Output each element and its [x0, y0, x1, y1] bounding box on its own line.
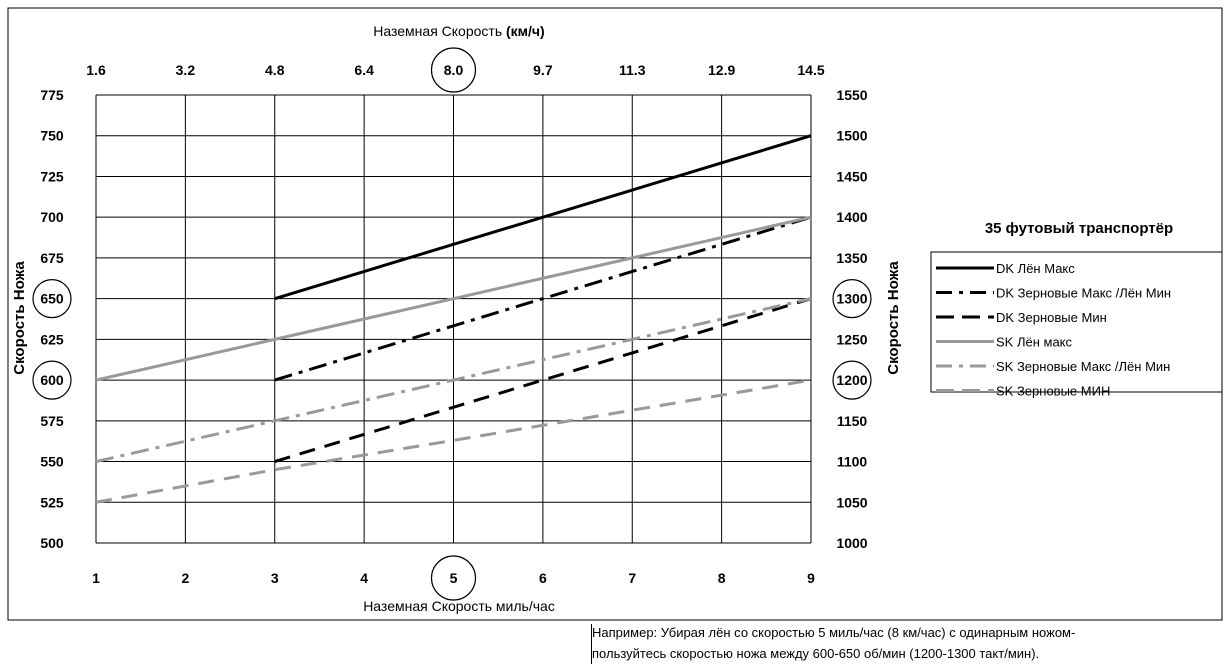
y2-tick-label: 1400 [836, 209, 867, 225]
legend-label: SK Зерновые МИН [996, 384, 1110, 399]
x-top-axis-title: Наземная Скорость (км/ч) [373, 23, 544, 39]
y-tick-label: 500 [40, 535, 64, 551]
series-line [274, 134, 812, 301]
tick-labels: 5005255505756006256506757007257507751000… [40, 62, 867, 586]
x-tick-label: 7 [628, 570, 636, 586]
series-line [274, 215, 812, 382]
y2-tick-label: 1250 [836, 331, 867, 347]
x-tick-label: 6 [539, 570, 547, 586]
y-axis-title-left: Скорость Ножа [11, 261, 28, 375]
series-line [95, 378, 812, 504]
series-group [95, 134, 812, 504]
series-line [95, 215, 812, 382]
example-note-line-1: Например: Убирая лён со скоростью 5 миль… [592, 625, 1076, 640]
y-tick-label: 600 [40, 372, 64, 388]
x-tick-label: 1 [92, 570, 100, 586]
y-tick-label: 700 [40, 209, 64, 225]
legend-title: 35 футовый транспортёр [985, 220, 1173, 237]
series-line [274, 297, 812, 463]
y2-tick-label: 1200 [836, 372, 867, 388]
legend-label: SK Лён макс [996, 335, 1073, 350]
x-top-tick-label: 11.3 [619, 62, 646, 78]
y2-tick-label: 1300 [836, 291, 867, 307]
y-tick-label: 725 [40, 168, 64, 184]
y-tick-label: 750 [40, 128, 64, 144]
x-tick-label: 3 [271, 570, 279, 586]
y-tick-label: 675 [40, 250, 64, 266]
x-tick-label: 4 [360, 570, 368, 586]
y2-tick-label: 1100 [837, 454, 868, 470]
y-axis-title-right: Скорость Ножа [885, 261, 902, 375]
x-tick-label: 8 [718, 570, 726, 586]
y2-tick-label: 1350 [836, 250, 867, 266]
highlight-circle-left [32, 279, 72, 319]
highlight-circle-left [32, 360, 72, 400]
y-tick-label: 650 [40, 291, 64, 307]
y2-tick-label: 1000 [836, 535, 867, 551]
highlight-circles [32, 47, 872, 601]
x-top-tick-label: 6.4 [354, 62, 374, 78]
x-top-tick-label: 9.7 [533, 62, 553, 78]
note-left-rule [591, 624, 592, 664]
y2-tick-label: 1500 [836, 128, 867, 144]
legend-label: SK Зерновые Макс /Лён Мин [996, 359, 1170, 374]
example-note: Например: Убирая лён со скоростью 5 миль… [592, 622, 1217, 664]
y2-tick-label: 1550 [836, 87, 867, 103]
y-tick-label: 525 [40, 494, 64, 510]
legend-label: DK Зерновые Мин [996, 310, 1107, 325]
legend-label: DK Зерновые Макс /Лён Мин [996, 286, 1171, 301]
highlight-circle-right [832, 360, 872, 400]
x-top-tick-label: 1.6 [86, 62, 106, 78]
y-tick-label: 775 [40, 87, 64, 103]
highlight-circle-bottom [430, 555, 477, 601]
y2-tick-label: 1450 [836, 168, 867, 184]
x-top-tick-label: 4.8 [265, 62, 285, 78]
example-note-line-2: пользуйтесь скоростью ножа между 600-650… [592, 646, 1040, 661]
legend-label: DK Лён Макс [996, 261, 1075, 276]
y-tick-label: 575 [40, 413, 64, 429]
y-tick-label: 550 [40, 454, 64, 470]
legend: DK Лён Макс DK Зерновые Макс /Лён Мин DK З… [936, 261, 1171, 399]
grid [95, 94, 812, 544]
x-top-tick-label: 8.0 [444, 62, 464, 78]
series-line [95, 297, 812, 464]
highlight-circle-right [832, 279, 872, 319]
x-top-tick-label: 3.2 [176, 62, 196, 78]
y2-tick-label: 1150 [837, 413, 868, 429]
x-top-tick-label: 14.5 [797, 62, 824, 78]
x-tick-label: 9 [807, 570, 815, 586]
x-axis-title: Наземная Скорость миль/час [363, 598, 555, 614]
x-top-tick-label: 12.9 [708, 62, 735, 78]
y2-tick-label: 1050 [836, 494, 867, 510]
legend-box [930, 251, 1223, 393]
y-tick-label: 625 [40, 331, 64, 347]
highlight-circle-top [430, 47, 477, 93]
x-tick-label: 5 [450, 570, 458, 586]
x-tick-label: 2 [181, 570, 189, 586]
